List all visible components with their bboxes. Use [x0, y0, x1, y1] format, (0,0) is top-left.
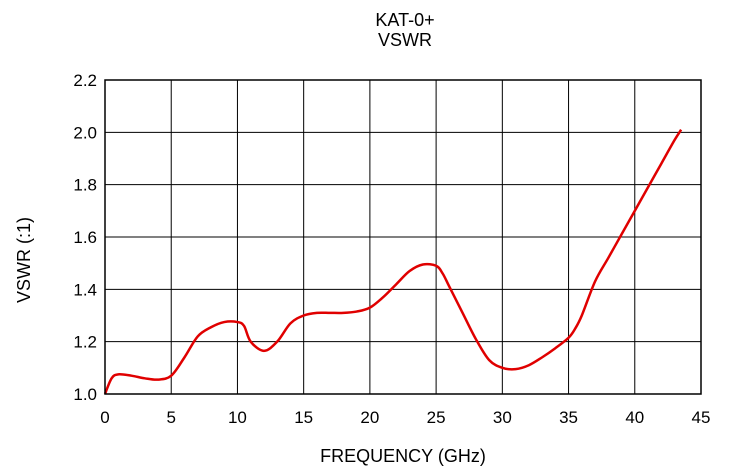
plot-frame — [104, 79, 702, 395]
chart-subtitle: VSWR — [378, 30, 432, 50]
x-tick-label: 15 — [294, 408, 313, 427]
tick-labels: 0 5 10 15 20 25 30 35 40 45 1.0 1.2 1.4 1.6 1.8 2.0 2.2 — [73, 71, 710, 427]
x-tick-label: 45 — [692, 408, 711, 427]
x-tick-label: 25 — [427, 408, 446, 427]
y-axis-label: VSWR (:1) — [14, 217, 34, 303]
x-tick-label: 10 — [228, 408, 247, 427]
x-tick-label: 0 — [100, 408, 109, 427]
y-tick-label: 1.0 — [73, 385, 97, 404]
vswr-series-line — [103, 129, 683, 395]
grid — [104, 79, 702, 395]
y-tick-label: 1.6 — [73, 228, 97, 247]
y-tick-label: 1.8 — [73, 176, 97, 195]
y-tick-label: 1.4 — [73, 280, 97, 299]
x-tick-label: 20 — [360, 408, 379, 427]
chart-title: KAT-0+ — [375, 10, 435, 30]
y-tick-label: 2.0 — [73, 123, 97, 142]
y-tick-label: 1.2 — [73, 333, 97, 352]
series-lines — [103, 129, 683, 395]
x-tick-label: 35 — [559, 408, 578, 427]
x-tick-label: 30 — [493, 408, 512, 427]
x-tick-label: 5 — [166, 408, 175, 427]
x-tick-label: 40 — [625, 408, 644, 427]
x-axis-label: FREQUENCY (GHz) — [320, 446, 486, 466]
y-tick-label: 2.2 — [73, 71, 97, 90]
